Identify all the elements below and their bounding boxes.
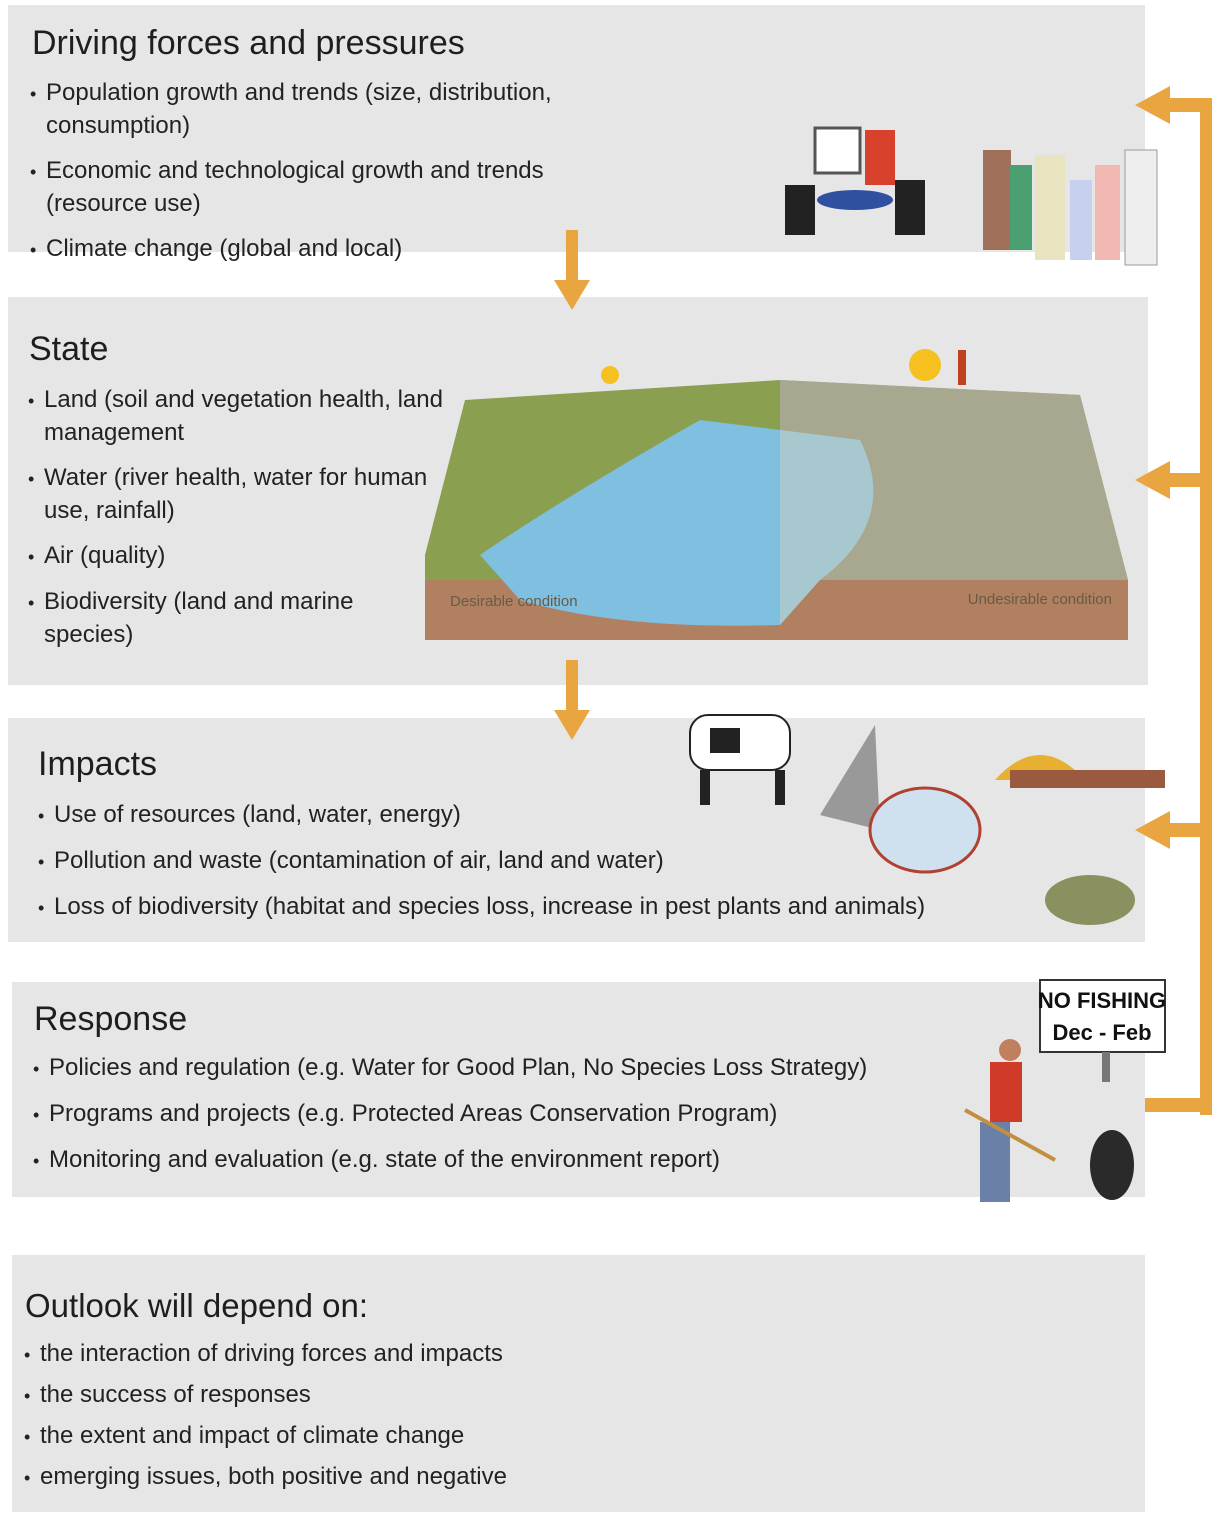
- bullet-item: Air (quality): [28, 540, 448, 573]
- loop-branch: [1165, 473, 1205, 487]
- feedback-arrows: [1135, 86, 1212, 1115]
- bullet-item: Biodiversity (land and marine species): [28, 586, 448, 651]
- bullet-item: Use of resources (land, water, energy): [38, 799, 1088, 832]
- loop-head: [1135, 86, 1170, 124]
- bullet-item: Pollution and waste (contamination of ai…: [38, 845, 1088, 878]
- left-label: Desirable condition: [450, 593, 578, 610]
- response-illustration: NO FISHING Dec - Feb: [964, 979, 1166, 1202]
- sign-line1: NO FISHING: [1038, 988, 1166, 1013]
- section-title: Impacts: [38, 745, 158, 783]
- section-title: Outlook will depend on:: [25, 1287, 369, 1324]
- meeting-illustration: [785, 126, 925, 235]
- loop-branch: [1165, 98, 1205, 112]
- bullet-item: emerging issues, both positive and negat…: [24, 1461, 724, 1494]
- section-title: Response: [34, 1000, 188, 1038]
- bullet-list: Use of resources (land, water, energy) Po…: [38, 799, 1088, 937]
- bullet-item: Climate change (global and local): [30, 233, 650, 266]
- bullet-list: Population growth and trends (size, dist…: [30, 77, 650, 279]
- arrow-head: [554, 710, 590, 740]
- loop-feed: [1145, 1098, 1212, 1112]
- bullet-item: Policies and regulation (e.g. Water for …: [33, 1052, 993, 1085]
- bullet-item: the success of responses: [24, 1379, 724, 1412]
- bullet-item: Monitoring and evaluation (e.g. state of…: [33, 1144, 993, 1177]
- bullet-item: Population growth and trends (size, dist…: [30, 77, 650, 142]
- bullet-item: Economic and technological growth and tr…: [30, 155, 650, 220]
- section-title: State: [29, 330, 109, 368]
- bullet-item: the interaction of driving forces and im…: [24, 1338, 724, 1371]
- bullet-item: Loss of biodiversity (habitat and specie…: [38, 891, 1088, 924]
- bullet-item: Programs and projects (e.g. Protected Ar…: [33, 1098, 993, 1131]
- loop-branch: [1165, 823, 1205, 837]
- arrow-shaft: [566, 660, 578, 712]
- family-illustration: [983, 149, 1158, 266]
- bullet-item: Water (river health, water for human use…: [28, 462, 448, 527]
- bullet-item: Land (soil and vegetation health, land m…: [28, 384, 448, 449]
- bullet-item: the extent and impact of climate change: [24, 1420, 724, 1453]
- landscape-illustration: Desirable condition Undesirable conditio…: [425, 349, 1128, 640]
- loop-head: [1135, 811, 1170, 849]
- bullet-list: Policies and regulation (e.g. Water for …: [33, 1052, 993, 1190]
- loop-head: [1135, 461, 1170, 499]
- loop-line: [1200, 98, 1212, 1115]
- sign-line2: Dec - Feb: [1052, 1020, 1151, 1045]
- bullet-list: Land (soil and vegetation health, land m…: [28, 384, 448, 664]
- section-title: Driving forces and pressures: [32, 24, 465, 62]
- bullet-list: the interaction of driving forces and im…: [24, 1338, 724, 1502]
- arrow-head: [554, 280, 590, 310]
- right-label: Undesirable condition: [968, 591, 1112, 608]
